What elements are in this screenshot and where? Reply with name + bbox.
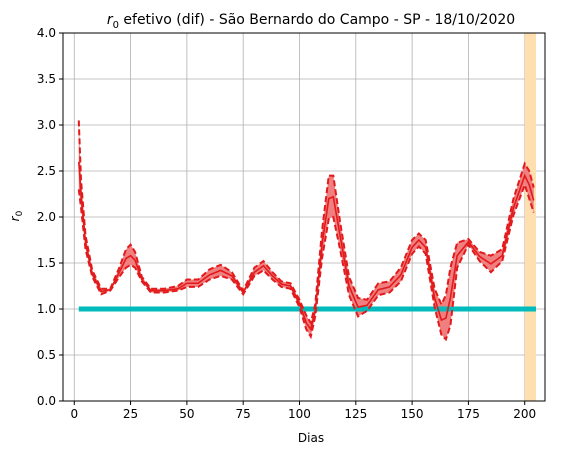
- confidence-band: [78, 120, 534, 340]
- x-tick-label: 75: [236, 407, 251, 421]
- y-axis-label: r0: [8, 210, 25, 221]
- y-tick-label: 0.5: [37, 348, 56, 362]
- highlight-band: [524, 33, 536, 401]
- y-tick-label: 1.5: [37, 256, 56, 270]
- y-axis-ticks: 0.0 0.5 1.0 1.5 2.0 2.5 3.0 3.5 4.0: [37, 26, 63, 408]
- x-axis-ticks: 0 25 50 75 100 125 150 175 200: [70, 401, 536, 421]
- series-lines: [77, 120, 535, 342]
- upper-bound-line: [77, 120, 535, 326]
- x-axis-label: Dias: [298, 431, 324, 445]
- x-tick-label: 125: [344, 407, 367, 421]
- y-tick-label: 2.5: [37, 164, 56, 178]
- highlight-band-layer: [524, 33, 536, 401]
- y-tick-label: 4.0: [37, 26, 56, 40]
- y-tick-label: 0.0: [37, 394, 56, 408]
- chart-title: r0 efetivo (dif) - São Bernardo do Campo…: [107, 12, 515, 31]
- confidence-band-layer: [78, 120, 534, 340]
- title-symbol-subscript: 0: [113, 20, 119, 31]
- title-text: efetivo (dif) - São Bernardo do Campo - …: [119, 12, 515, 28]
- y-tick-label: 3.5: [37, 72, 56, 86]
- x-tick-label: 150: [401, 407, 424, 421]
- x-tick-label: 0: [70, 407, 78, 421]
- title-symbol: r: [107, 12, 114, 28]
- x-tick-label: 50: [179, 407, 194, 421]
- x-tick-label: 25: [123, 407, 138, 421]
- x-tick-label: 175: [457, 407, 480, 421]
- center-line: [77, 161, 535, 332]
- y-tick-label: 2.0: [37, 210, 56, 224]
- x-tick-label: 100: [288, 407, 311, 421]
- lower-bound-line: [77, 181, 535, 342]
- y-tick-label: 3.0: [37, 118, 56, 132]
- x-tick-label: 200: [513, 407, 536, 421]
- y-axis-label-subscript: 0: [15, 210, 25, 216]
- y-axis-label-symbol: r: [8, 215, 22, 221]
- y-tick-label: 1.0: [37, 302, 56, 316]
